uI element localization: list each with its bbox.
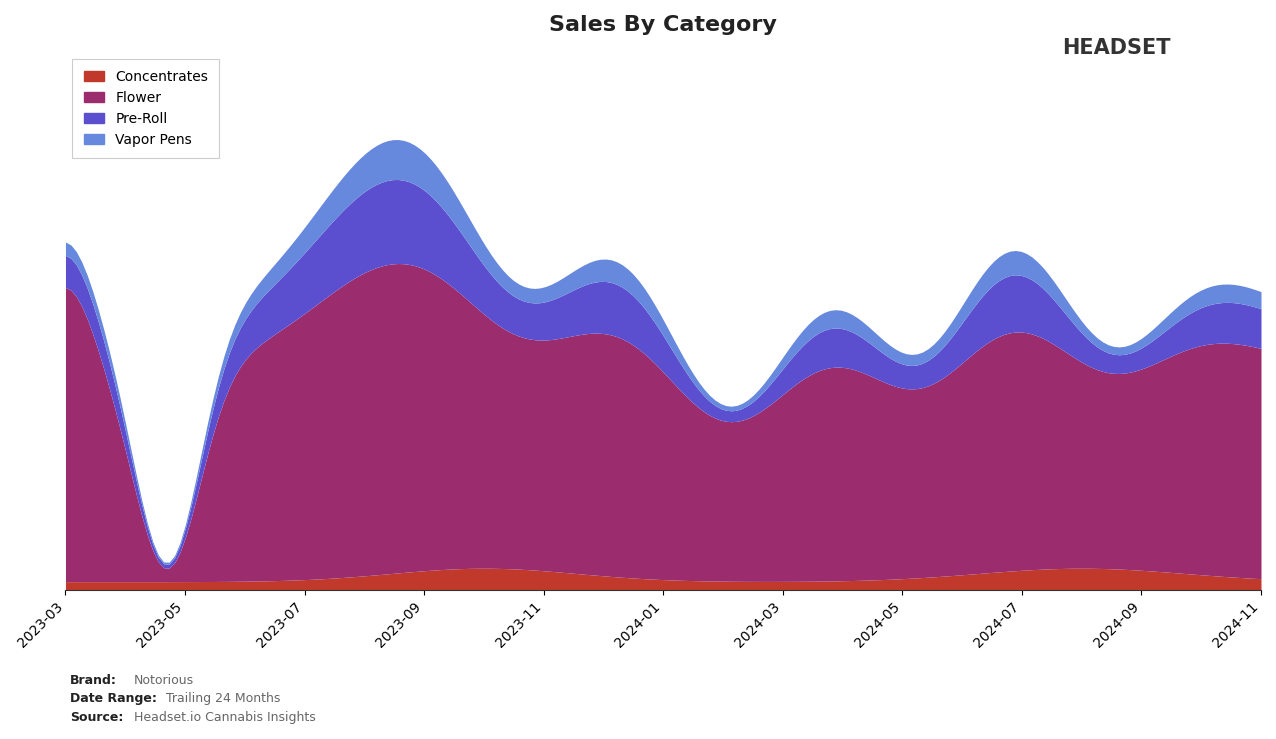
Text: Notorious: Notorious (134, 673, 194, 687)
Legend: Concentrates, Flower, Pre-Roll, Vapor Pens: Concentrates, Flower, Pre-Roll, Vapor Pe… (73, 59, 219, 158)
Text: Brand:: Brand: (70, 673, 117, 687)
Text: Trailing 24 Months: Trailing 24 Months (166, 692, 281, 705)
Text: Date Range:: Date Range: (70, 692, 157, 705)
Text: HEADSET: HEADSET (1062, 38, 1171, 58)
Text: Source:: Source: (70, 710, 124, 723)
Text: Headset.io Cannabis Insights: Headset.io Cannabis Insights (134, 710, 315, 723)
Title: Sales By Category: Sales By Category (549, 15, 777, 35)
